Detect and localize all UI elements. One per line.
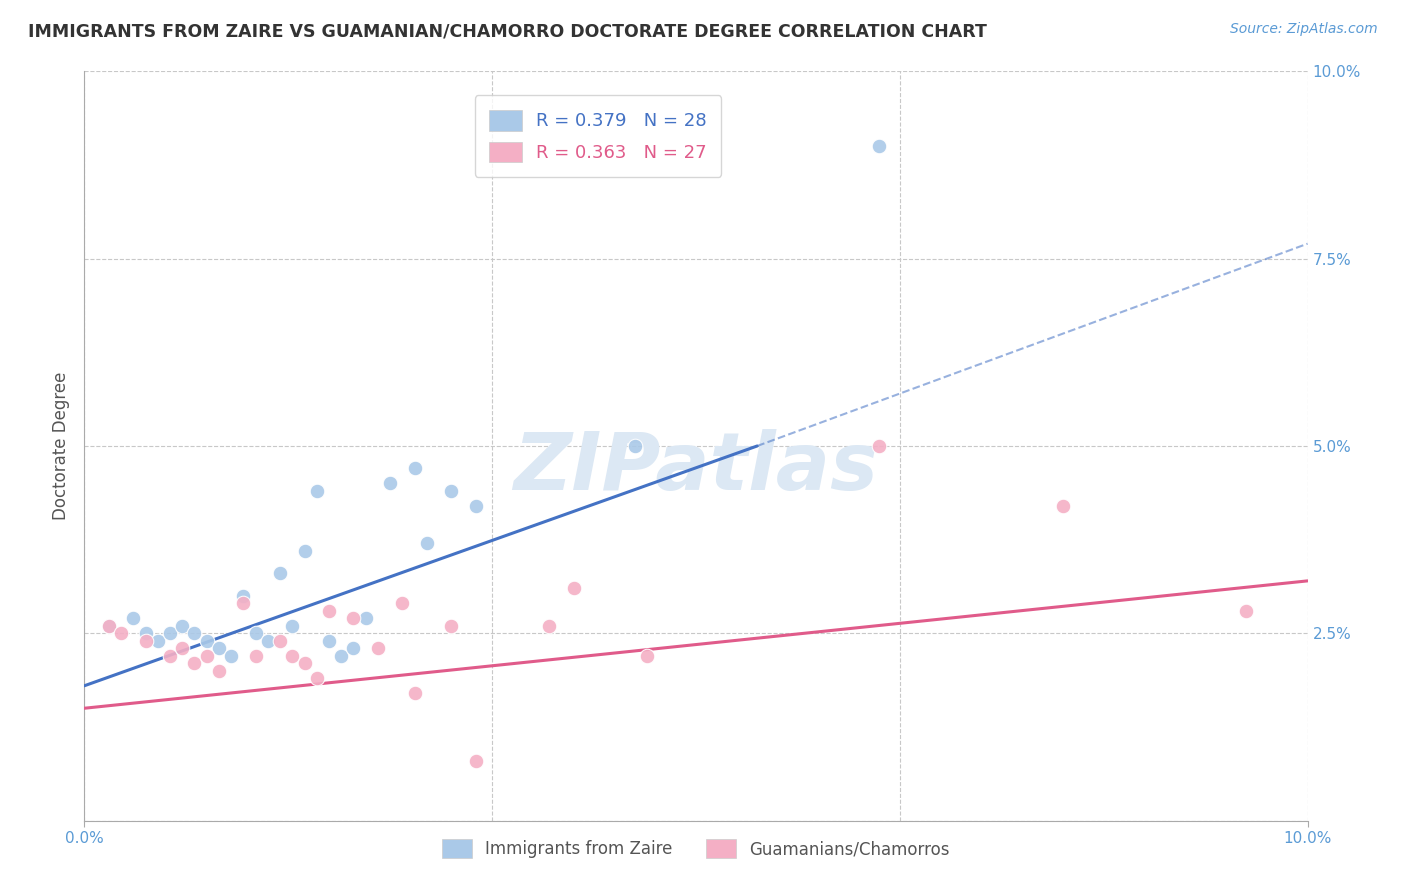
Point (269, 566, 291, 581)
Point (183, 626, 205, 640)
Legend: Immigrants from Zaire, Guamanians/Chamorros: Immigrants from Zaire, Guamanians/Chamor… (436, 832, 956, 864)
Point (305, 671, 328, 685)
Point (195, 648, 218, 663)
Point (330, 648, 353, 663)
Point (159, 648, 181, 663)
Point (232, 596, 254, 610)
Point (97, 619, 120, 633)
Point (245, 648, 267, 663)
Point (624, 439, 647, 453)
Point (1052, 499, 1074, 513)
Point (404, 686, 426, 700)
Text: ZIPatlas: ZIPatlas (513, 429, 879, 508)
Point (257, 633, 280, 648)
Point (183, 657, 205, 671)
Point (245, 626, 267, 640)
Point (440, 483, 463, 498)
Point (318, 633, 340, 648)
Point (636, 648, 658, 663)
Point (562, 582, 585, 596)
Point (146, 633, 169, 648)
Point (354, 611, 377, 625)
Point (305, 483, 328, 498)
Text: IMMIGRANTS FROM ZAIRE VS GUAMANIAN/CHAMORRO DOCTORATE DEGREE CORRELATION CHART: IMMIGRANTS FROM ZAIRE VS GUAMANIAN/CHAMO… (28, 22, 987, 40)
Point (404, 461, 426, 475)
Point (416, 536, 439, 550)
Point (135, 633, 157, 648)
Point (391, 596, 413, 610)
Point (869, 139, 891, 153)
Point (464, 754, 486, 768)
Text: Source: ZipAtlas.com: Source: ZipAtlas.com (1230, 22, 1378, 37)
Point (208, 664, 231, 678)
Point (342, 611, 364, 625)
Point (294, 657, 316, 671)
Point (208, 641, 231, 656)
Point (232, 589, 254, 603)
Point (122, 611, 145, 625)
Point (269, 633, 291, 648)
Point (281, 648, 304, 663)
Point (110, 626, 132, 640)
Point (97, 619, 120, 633)
Point (318, 604, 340, 618)
Point (342, 641, 364, 656)
Point (367, 641, 389, 656)
Point (538, 619, 561, 633)
Point (172, 619, 194, 633)
Point (464, 499, 486, 513)
Point (219, 648, 242, 663)
Y-axis label: Doctorate Degree: Doctorate Degree (52, 372, 70, 520)
Point (1236, 604, 1258, 618)
Point (281, 619, 304, 633)
Point (380, 476, 402, 491)
Point (135, 626, 157, 640)
Point (195, 633, 218, 648)
Point (440, 619, 463, 633)
Point (869, 439, 891, 453)
Point (159, 626, 181, 640)
Point (294, 544, 316, 558)
Point (172, 641, 194, 656)
